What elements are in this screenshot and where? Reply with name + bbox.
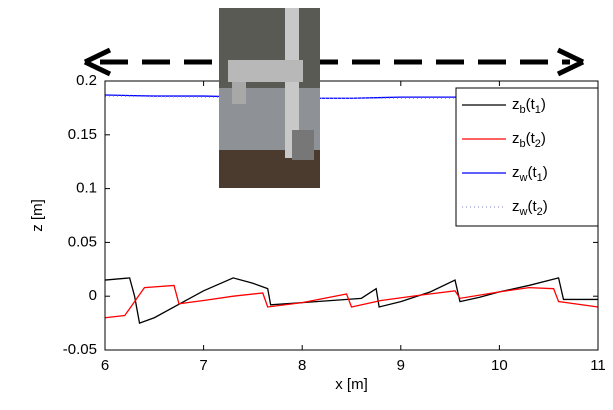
y-tick-label: -0.05 (63, 341, 97, 358)
legend-label-part: z (512, 164, 520, 181)
legend (455, 87, 599, 227)
legend-label-part: ( (526, 130, 531, 147)
x-tick-label: 8 (298, 357, 306, 374)
legend-label-part: 2 (537, 206, 543, 218)
legend-label-part: 1 (535, 104, 541, 116)
legend-label-part: b (520, 104, 526, 116)
legend-label-part: t (532, 164, 537, 181)
y-tick-label: 0 (89, 287, 97, 304)
x-tick-label: 9 (397, 357, 405, 374)
x-tick-label: 11 (590, 357, 606, 374)
y-tick-label: 0.05 (68, 233, 97, 250)
legend-label-part: 2 (535, 138, 541, 150)
legend-label-part: w (519, 206, 528, 218)
legend-label-part: b (520, 138, 526, 150)
x-tick-label: 7 (199, 357, 207, 374)
x-axis-label: x [m] (335, 376, 368, 393)
legend-label-part: ) (541, 96, 546, 113)
legend-label-part: t (532, 198, 537, 215)
line (104, 284, 599, 319)
legend-label-part: w (519, 172, 528, 184)
legend-label-part: t (531, 130, 536, 147)
legend-label-part: ) (543, 164, 548, 181)
legend-label-part: z (512, 130, 520, 147)
x-tick-label: 6 (101, 357, 109, 374)
legend-label: zb(t2) (512, 130, 546, 150)
legend-label: zb(t1) (512, 96, 546, 116)
legend-label: zw(t1) (512, 164, 548, 184)
y-tick-label: 0.1 (76, 180, 97, 197)
legend-label-part: t (531, 96, 536, 113)
legend-label-part: z (512, 198, 520, 215)
legend-label-part: ( (527, 164, 532, 181)
line (104, 277, 598, 324)
x-tick-label: 10 (491, 357, 508, 374)
legend-label-part: 1 (537, 172, 543, 184)
arrow (83, 47, 585, 77)
legend-label-part: ( (527, 198, 532, 215)
inset-photo (219, 8, 320, 188)
legend-label-part: ) (541, 130, 546, 147)
y-tick-label: 0.15 (68, 126, 97, 143)
legend-label-part: ( (526, 96, 531, 113)
y-tick-label: 0.2 (76, 72, 97, 89)
y-axis-label: z [m] (29, 199, 46, 232)
legend-label-part: ) (543, 198, 548, 215)
legend-label: zw(t2) (512, 198, 548, 218)
legend-label-part: z (512, 96, 520, 113)
